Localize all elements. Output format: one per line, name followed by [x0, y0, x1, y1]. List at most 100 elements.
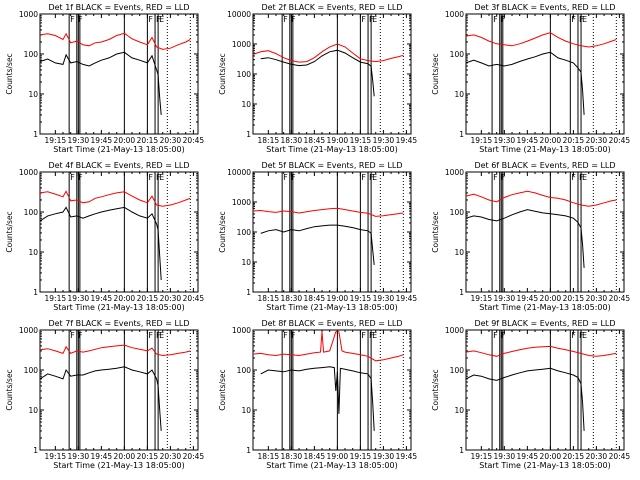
- x-tick-label: 20:15: [563, 136, 585, 145]
- x-tick-label: 19:30: [68, 136, 90, 145]
- event-marker-label: F: [148, 331, 153, 340]
- x-tick-label: 20:45: [183, 136, 205, 145]
- x-tick-label: 20:15: [563, 452, 585, 461]
- x-tick-label: 19:30: [68, 452, 90, 461]
- x-tick-label: 20:15: [137, 294, 159, 303]
- event-marker-label: F: [361, 331, 366, 340]
- detector-panel-3: Det 3f BLACK = Events, RED = LLD 1 10 100 10…: [431, 3, 630, 154]
- y-axis-label: Counts/sec: [5, 211, 14, 252]
- panel-title: Det 7f BLACK = Events, RED = LLD: [48, 319, 189, 328]
- y-tick-label: 10000: [227, 168, 251, 177]
- x-tick-label: 19:30: [494, 294, 516, 303]
- event-marker-label: E: [159, 15, 164, 24]
- x-tick-label: 20:45: [183, 294, 205, 303]
- x-tick-label: 20:00: [114, 452, 136, 461]
- y-tick-label: 10000: [227, 10, 251, 19]
- x-tick-label: 19:15: [471, 452, 493, 461]
- x-tick-label: 19:00: [327, 452, 349, 461]
- y-tick-label: 1000: [445, 10, 464, 19]
- y-tick-label: 10: [454, 90, 464, 99]
- events-series-line: [260, 224, 375, 265]
- x-tick-label: 18:15: [258, 136, 280, 145]
- panel-title: Det 4f BLACK = Events, RED = LLD: [48, 161, 189, 170]
- lld-series-line: [465, 190, 617, 207]
- y-tick-label: 1: [459, 130, 464, 139]
- plot-frame: [465, 329, 625, 451]
- y-tick-label: 1: [459, 446, 464, 455]
- event-marker-label: E: [372, 331, 377, 340]
- event-marker-label: E: [582, 15, 587, 24]
- y-tick-label: 1000: [232, 40, 251, 49]
- event-marker-label: F: [361, 173, 366, 182]
- panel-title: Det 6f BLACK = Events, RED = LLD: [474, 161, 615, 170]
- y-tick-label: 1000: [19, 168, 38, 177]
- event-marker-label: F: [361, 15, 366, 24]
- y-tick-label: 1000: [232, 198, 251, 207]
- y-tick-label: 1: [459, 288, 464, 297]
- x-tick-label: 20:45: [183, 452, 205, 461]
- lld-series-line: [39, 32, 191, 50]
- y-tick-label: 100: [237, 228, 252, 237]
- x-tick-label: 19:15: [350, 294, 372, 303]
- x-tick-label: 20:30: [160, 136, 182, 145]
- plot-frame: [465, 13, 625, 135]
- event-marker-label: F: [283, 173, 288, 182]
- x-tick-label: 19:45: [396, 294, 418, 303]
- x-tick-label: 18:30: [281, 294, 303, 303]
- event-marker-label: F: [493, 331, 498, 340]
- y-tick-label: 100: [237, 366, 252, 375]
- x-tick-label: 20:00: [540, 136, 562, 145]
- lld-series-line: [252, 207, 404, 217]
- x-tick-label: 19:15: [350, 452, 372, 461]
- y-tick-label: 1: [246, 288, 251, 297]
- x-tick-label: 20:30: [586, 452, 608, 461]
- x-tick-label: 19:30: [373, 452, 395, 461]
- lld-series-line: [465, 32, 617, 48]
- event-marker-label: F: [571, 331, 576, 340]
- x-tick-label: 20:00: [114, 136, 136, 145]
- y-tick-label: 1: [33, 288, 38, 297]
- events-series-line: [39, 206, 162, 281]
- panel-title: Det 3f BLACK = Events, RED = LLD: [474, 3, 615, 12]
- x-tick-label: 20:30: [160, 294, 182, 303]
- plot-frame: [39, 329, 199, 451]
- y-tick-label: 10: [241, 258, 251, 267]
- x-tick-label: 19:00: [327, 136, 349, 145]
- event-marker-label: E: [159, 173, 164, 182]
- detector-panel-8: Det 8f BLACK = Events, RED = LLD 1 10 100 10…: [218, 319, 417, 470]
- x-tick-label: 19:45: [396, 452, 418, 461]
- lld-series-line: [465, 345, 617, 357]
- x-axis-label: Start Time (21-May-13 18:05:00): [53, 461, 184, 470]
- lld-series-line: [39, 344, 191, 357]
- y-axis-label: Counts/sec: [218, 369, 227, 410]
- x-tick-label: 20:45: [609, 452, 631, 461]
- y-axis-label: Counts/sec: [431, 53, 440, 94]
- x-tick-label: 20:00: [540, 294, 562, 303]
- y-tick-label: 1000: [19, 10, 38, 19]
- panel-title: Det 1f BLACK = Events, RED = LLD: [48, 3, 189, 12]
- event-marker-label: E: [372, 15, 377, 24]
- x-tick-label: 19:45: [396, 136, 418, 145]
- detector-panel-5: Det 5f BLACK = Events, RED = LLD 1 10 100 10…: [218, 161, 417, 312]
- event-marker-label: F: [283, 15, 288, 24]
- event-marker-label: F: [493, 15, 498, 24]
- x-tick-label: 19:45: [91, 136, 113, 145]
- events-series-line: [39, 366, 162, 431]
- x-axis-label: Start Time (21-May-13 18:05:00): [266, 145, 397, 154]
- y-tick-label: 100: [24, 366, 39, 375]
- y-tick-label: 1: [33, 446, 38, 455]
- event-marker-label: F: [283, 331, 288, 340]
- y-tick-label: 1000: [445, 168, 464, 177]
- x-tick-label: 20:30: [160, 452, 182, 461]
- detector-panel-2: Det 2f BLACK = Events, RED = LLD 1 10 100 10…: [218, 3, 417, 154]
- x-tick-label: 20:30: [586, 294, 608, 303]
- plot-frame: [252, 329, 412, 451]
- lld-series-line: [252, 43, 404, 63]
- event-marker-label: E: [159, 331, 164, 340]
- y-axis-label: Counts/sec: [431, 211, 440, 252]
- y-tick-label: 100: [450, 208, 465, 217]
- x-tick-label: 19:15: [45, 136, 67, 145]
- lld-series-line: [252, 330, 404, 362]
- detector-panel-1: Det 1f BLACK = Events, RED = LLD 1 10 100 10…: [5, 3, 204, 154]
